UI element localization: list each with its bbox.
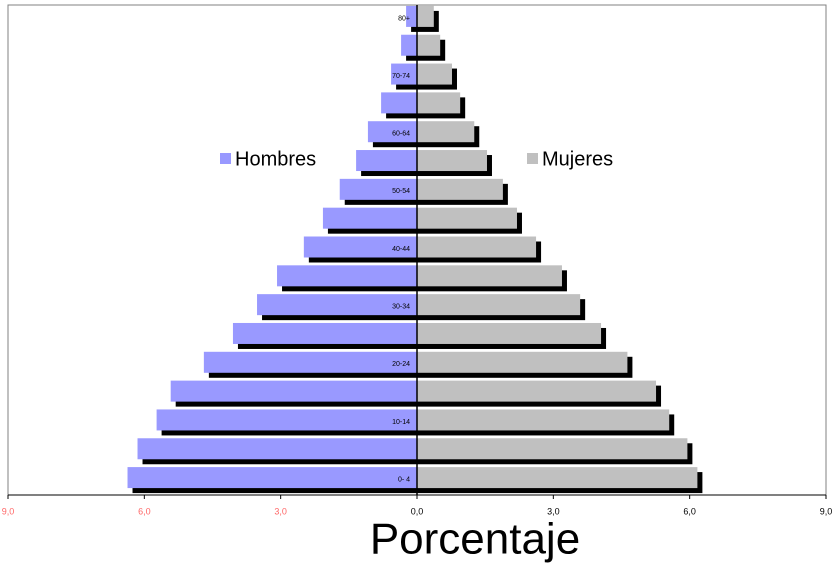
bar bbox=[257, 294, 417, 316]
legend-swatch bbox=[220, 153, 231, 164]
legend-label: Hombres bbox=[235, 148, 316, 170]
category-label: 30-34 bbox=[392, 303, 410, 310]
bar bbox=[381, 92, 417, 114]
x-tick-label: 3,0 bbox=[547, 506, 560, 516]
bar bbox=[417, 207, 517, 229]
bar bbox=[356, 150, 417, 172]
bar bbox=[417, 409, 670, 431]
x-tick-label: 3,0 bbox=[274, 506, 287, 516]
bar bbox=[406, 5, 417, 27]
category-label: 70-74 bbox=[392, 73, 410, 80]
bar bbox=[417, 438, 688, 460]
bar bbox=[417, 121, 475, 143]
category-label: 80+ bbox=[398, 15, 410, 22]
bar bbox=[339, 178, 417, 200]
bar bbox=[401, 34, 417, 56]
category-label: 20-24 bbox=[392, 361, 410, 368]
bar bbox=[417, 34, 441, 56]
category-label: 50-54 bbox=[392, 188, 410, 195]
bar bbox=[417, 150, 487, 172]
bar bbox=[391, 63, 417, 85]
bar bbox=[127, 467, 417, 489]
bar bbox=[417, 63, 452, 85]
bar bbox=[232, 322, 417, 344]
bar bbox=[203, 351, 417, 373]
x-axis-label: Porcentaje bbox=[370, 515, 580, 564]
bar bbox=[322, 207, 417, 229]
bar bbox=[156, 409, 417, 431]
bar bbox=[137, 438, 417, 460]
bar bbox=[170, 380, 417, 402]
bar bbox=[367, 121, 417, 143]
bar bbox=[277, 265, 417, 287]
bar bbox=[417, 467, 698, 489]
bar bbox=[417, 322, 602, 344]
x-tick-label: 0,0 bbox=[411, 506, 424, 516]
bar bbox=[417, 92, 461, 114]
bar bbox=[417, 5, 434, 27]
bar bbox=[417, 178, 503, 200]
legend-swatch bbox=[527, 153, 538, 164]
category-label: 40-44 bbox=[392, 246, 410, 253]
legend-label: Mujeres bbox=[542, 148, 613, 170]
bar bbox=[417, 294, 581, 316]
x-tick-label: 6,0 bbox=[683, 506, 696, 516]
bar bbox=[417, 236, 537, 258]
bar bbox=[417, 265, 562, 287]
category-label: 10-14 bbox=[392, 419, 410, 426]
bar bbox=[303, 236, 417, 258]
x-tick-label: 9,0 bbox=[820, 506, 833, 516]
bar bbox=[417, 351, 628, 373]
bar bbox=[417, 380, 657, 402]
category-label: 60-64 bbox=[392, 131, 410, 138]
x-tick-label: 9,0 bbox=[2, 506, 15, 516]
category-label: 0- 4 bbox=[398, 476, 410, 483]
x-tick-label: 6,0 bbox=[138, 506, 151, 516]
